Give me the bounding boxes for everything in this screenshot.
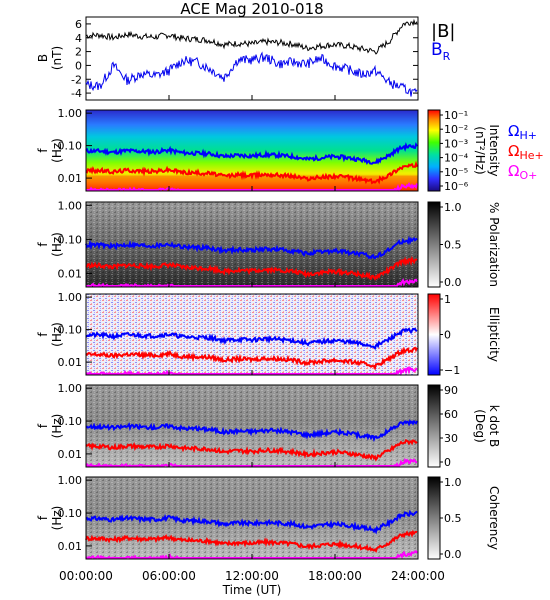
x-tick-labels: 00:00:00 06:00:00 12:00:00 18:00:00 24:00:00 [59,95,445,583]
chart-title: ACE Mag 2010-018 [180,0,323,18]
b-ytick-label: -4 [71,87,82,100]
ellipticity-ytick-label: 0.10 [58,324,83,337]
legend-b-total: |B| [431,21,455,42]
k-dot-b-colorbar-label: 30 [444,432,458,445]
coherency-colorbar-label: 0.5 [444,512,462,525]
panel-wave-normal-angle: 1.00 0.10 0.01 f (Hz) 90 60 30 0 k dot B(Deg) [36,382,501,469]
coherency-colorbar-label: 0.0 [444,548,462,561]
wave-normal-angle-ytick-label: 0.01 [58,448,83,461]
intensity-colorbar-unit: (nT²/Hz) [473,126,487,174]
polarization-ytick-label: 0.10 [58,233,83,246]
ellipticity-gyro-line-hplus [85,327,418,350]
b-ytick-label: 0 [75,59,82,72]
ellipticity-texture [86,294,418,375]
b-ytick-label: -2 [71,73,82,86]
ellipticity-colorbar-label: 1 [444,293,451,306]
k-dot-b-colorbar-label: 60 [444,408,458,421]
intensity-ytick-label: 0.01 [58,172,83,185]
intensity-colorbar-label: 10⁻⁴ [444,152,469,165]
b-ytick-label: 6 [75,18,82,31]
coherency-colorbar-title: Coherency [487,486,501,550]
intensity-ylabel: f [36,148,50,153]
polarization-colorbar-label: 0.0 [444,276,462,289]
coherency-ytick-label: 1.00 [58,474,83,487]
k-dot-b-colorbar-label: 0 [444,456,451,469]
panel-ellipticity: 1.00 0.10 0.01 f (Hz) 1 0 −1 Ellipticity [36,291,501,377]
k-dot-b-colorbar [427,384,441,468]
panel-coherency: 1.00 0.10 0.01 f (Hz) 1.0 0.5 0.0 Coherency [36,474,501,561]
polarization-colorbar-label: 1.0 [444,201,462,214]
polarization-ytick-label: 1.00 [58,199,83,212]
coherency-colorbar [427,476,441,560]
coherency-yunit: (Hz) [50,506,64,531]
k-dot-b-colorbar-unit: (Deg) [473,409,487,443]
ellipticity-ytick-label: 1.00 [58,291,83,304]
intensity-gyro-line-hplus [85,142,418,166]
x-tick-label: 18:00:00 [308,569,362,583]
polarization-colorbar [427,201,441,288]
panel-polarization: 1.00 0.10 0.01 f (Hz) 1.0 0.5 0.0 % Polarization [36,199,501,289]
coherency-ytick-label: 0.10 [58,507,83,520]
b-ylabel: B [36,54,50,62]
intensity-colorbar-label: 10⁻³ [444,137,468,150]
ellipticity-ylabel: f [36,332,50,337]
b-ytick-label: 4 [75,32,82,45]
legend-o-plus: ΩO+ [508,162,537,182]
k-dot-b-colorbar-title: k dot B [487,405,501,447]
wave-normal-angle-yunit: (Hz) [50,414,64,439]
ellipticity-colorbar-title: Ellipticity [487,307,501,362]
polarization-gyro-line-heplus [85,255,418,281]
legend-h-plus: ΩH+ [508,122,537,142]
legend-he-plus: ΩHe+ [508,142,544,162]
coherency-colorbar-label: 1.0 [444,476,462,489]
legend-b-r: BR [431,40,451,63]
ellipticity-ytick-label: 0.01 [58,356,83,369]
wave-normal-angle-ytick-label: 0.10 [58,415,83,428]
polarization-gyro-line-hplus [85,235,418,260]
coherency-ytick-label: 0.01 [58,540,83,553]
ellipticity-colorbar-label: 0 [444,329,451,342]
x-tick-label: 06:00:00 [142,569,196,583]
intensity-colorbar-label: 10⁻¹ [444,109,468,122]
intensity-colorbar-label: 10⁻⁶ [444,180,469,193]
intensity-colorbar-label: 10⁻² [444,123,468,136]
x-tick-label: 00:00:00 [59,569,113,583]
ellipticity-gyro-line-heplus [85,346,418,371]
intensity-yunit: (Hz) [50,138,64,163]
x-tick-label: 24:00:00 [391,569,445,583]
polarization-yunit: (Hz) [50,232,64,257]
ellipticity-colorbar [427,293,441,376]
wave-normal-angle-gyro-line-heplus [85,438,418,462]
polarization-colorbar-title: % Polarization [487,202,501,287]
b-yunit: (nT) [50,46,64,70]
k-dot-b-colorbar-label: 90 [444,384,458,397]
polarization-colorbar-label: 0.5 [444,239,462,252]
ellipticity-colorbar-label: −1 [444,364,460,377]
polarization-ylabel: f [36,242,50,247]
intensity-colorbar-title: Intensity [487,124,501,176]
wave-normal-angle-ytick-label: 1.00 [58,382,83,395]
series-line-b-r [85,51,418,97]
x-tick-label: 12:00:00 [225,569,279,583]
wave-normal-angle-ylabel: f [36,423,50,428]
x-axis-label: Time (UT) [222,583,282,597]
coherency-gyro-line-heplus [85,529,418,554]
wave-normal-angle-gyro-line-hplus [85,419,418,443]
intensity-ytick-label: 1.00 [58,107,83,120]
panel-intensity: 1.00 0.10 0.01 f (Hz) 10⁻¹10⁻²10⁻³ 10⁻⁴10⁻⁵10⁻… [36,107,501,193]
b-ytick-label: 2 [75,46,82,59]
intensity-ytick-label: 0.10 [58,140,83,153]
intensity-colorbar-label: 10⁻⁵ [444,166,468,179]
intensity-colorbar [427,109,441,192]
polarization-ytick-label: 0.01 [58,267,83,280]
intensity-gyro-line-heplus [85,160,418,185]
coherency-gyro-line-hplus [85,509,418,535]
series-line-b-total [85,18,418,55]
ellipticity-yunit: (Hz) [50,322,64,347]
gyro-legend: ΩH+ ΩHe+ ΩO+ [508,122,544,182]
coherency-ylabel: f [36,515,50,520]
